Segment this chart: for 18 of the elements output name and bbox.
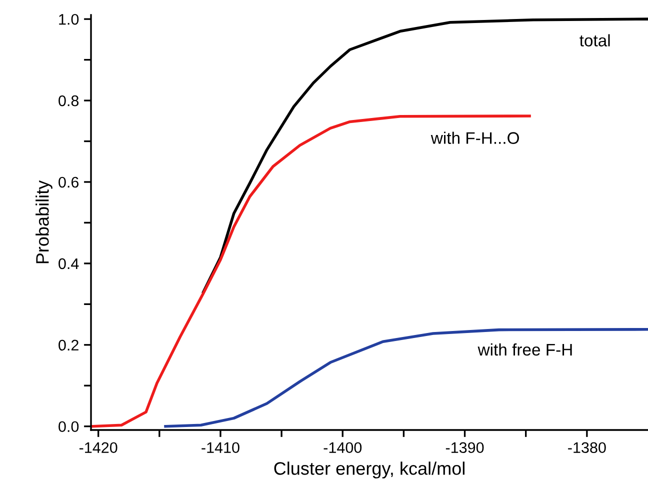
y-tick-label: 0.0 [58, 421, 79, 432]
y-tick-label: 1.0 [59, 14, 79, 25]
line-series [164, 328, 648, 428]
x-tick-label: -1400 [324, 442, 362, 454]
series-label: with F-H...O [430, 132, 519, 144]
y-tick-label: 0.2 [58, 340, 78, 351]
series-label: with free F-H [478, 343, 572, 356]
x-tick-label: -1420 [79, 442, 118, 454]
y-axis-title: Probability [36, 180, 52, 264]
y-tick-label: 0.4 [58, 258, 79, 270]
series-label: total [580, 34, 610, 46]
y-tick-label: 0.8 [58, 95, 79, 106]
x-tick-label: -1380 [568, 442, 606, 454]
x-tick-label: -1410 [202, 442, 240, 454]
x-tick-label: -1390 [446, 442, 484, 454]
x-axis-title: Cluster energy, kcal/mol [274, 462, 464, 478]
y-tick-label: 0.6 [58, 176, 79, 188]
line-series [202, 18, 648, 294]
